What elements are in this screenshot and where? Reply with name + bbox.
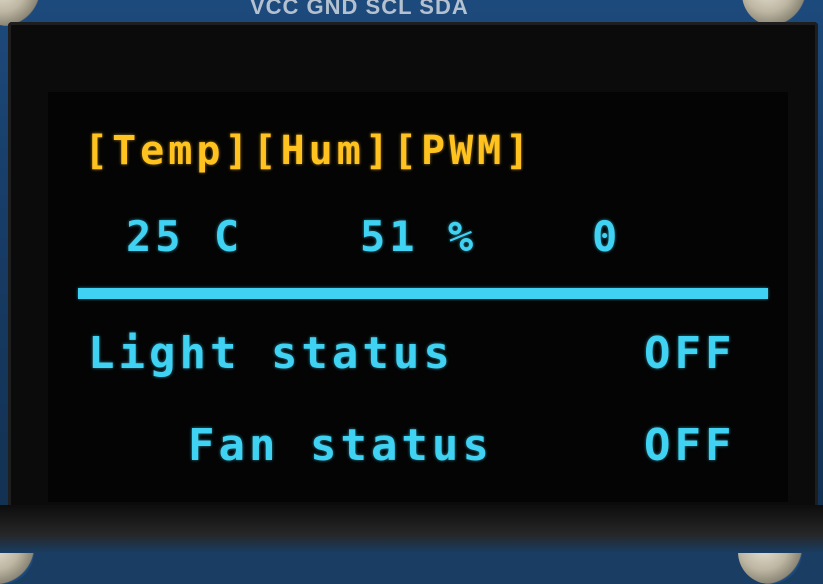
header-row: [Temp][Hum][PWM] xyxy=(84,128,533,174)
header-temp: [Temp] xyxy=(84,128,253,174)
humidity-value: 51 % xyxy=(360,212,478,261)
pwm-value: 0 xyxy=(592,212,622,261)
pin-header-label: VCC GND SCL SDA xyxy=(250,0,469,19)
header-hum: [Hum] xyxy=(252,128,393,174)
oled-screen: [Temp][Hum][PWM] 25 C 51 % 0 Light statu… xyxy=(48,92,788,502)
fan-status-label: Fan status xyxy=(188,420,493,471)
header-pwm: [PWM] xyxy=(392,128,534,174)
flex-cable-strip xyxy=(0,505,823,553)
fan-status-value: OFF xyxy=(644,420,736,471)
light-status-value: OFF xyxy=(644,328,736,379)
oled-bezel: [Temp][Hum][PWM] 25 C 51 % 0 Light statu… xyxy=(8,22,818,524)
divider-line xyxy=(78,288,768,299)
light-status-label: Light status xyxy=(88,328,454,379)
temperature-value: 25 C xyxy=(126,212,244,261)
